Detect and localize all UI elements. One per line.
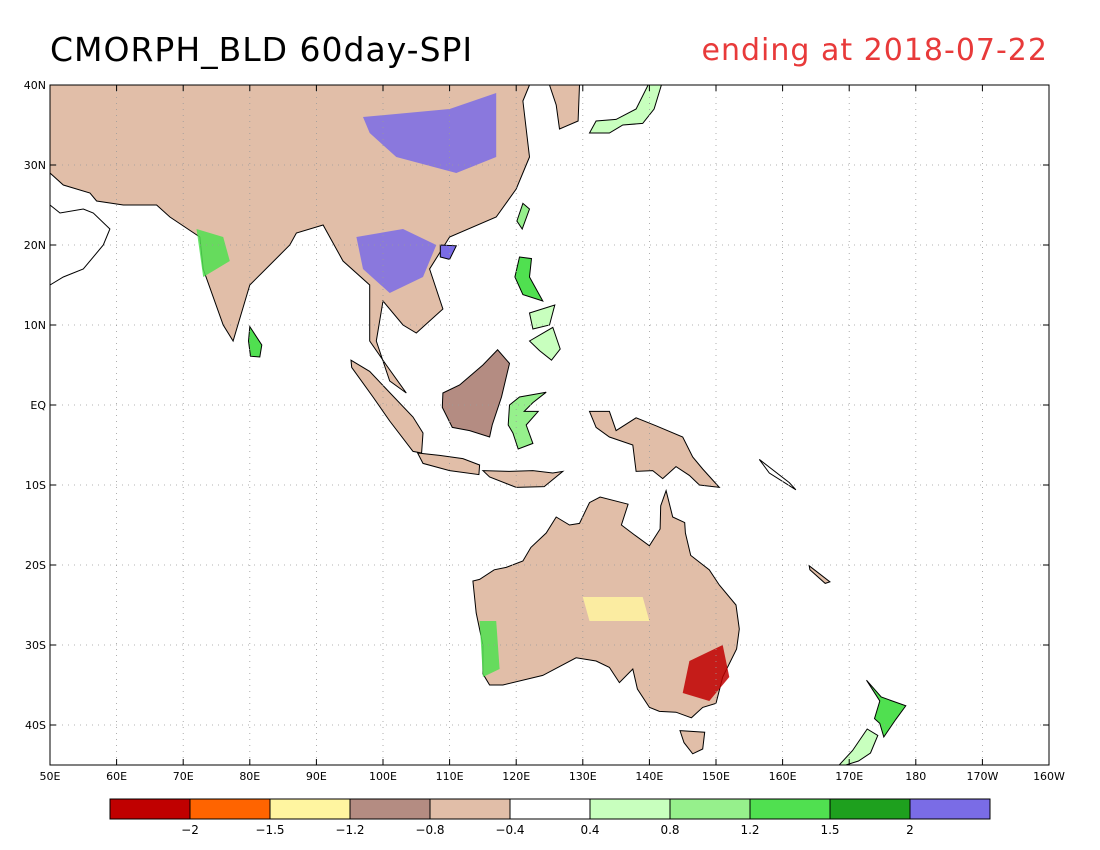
colorbar-swatch [189,798,271,820]
se-australia-dry-patch [682,645,730,701]
borneo-landmass [441,349,511,438]
colorbar-label: 2 [906,823,914,837]
lat-tick-label: 20S [25,559,46,572]
lon-tick-label: 100E [369,770,397,783]
colorbar-swatch [749,798,831,820]
lon-tick-label: 80E [239,770,260,783]
lon-tick-label: 90E [306,770,327,783]
sulawesi-landmass [507,391,547,450]
central-australia-yellow-patch [582,597,650,621]
colorbar-swatch [269,798,351,820]
lesser-sunda-landmass [481,470,565,488]
india-green-patch [196,229,230,277]
lat-tick-label: 10S [25,479,46,492]
lat-tick-label: 30S [25,639,46,652]
japan-landmass [588,84,663,134]
colorbar-label: 1.5 [820,823,839,837]
solomon-islands-landmass [758,459,797,491]
lon-tick-label: 130E [569,770,597,783]
mindanao-landmass [528,326,561,361]
colorbar: −2 −1.5 −1.2 −0.8 −0.4 0.4 0.8 1.2 1.5 2 [109,798,991,837]
lon-tick-label: 170W [966,770,998,783]
new-caledonia-landmass [808,564,831,584]
lon-tick-label: 150E [702,770,730,783]
lat-tick-label: 40N [24,79,46,92]
china-wet-patch [363,93,497,173]
colorbar-swatch [429,798,511,820]
lon-tick-label: 50E [40,770,61,783]
land-masses [49,84,907,766]
lon-tick-label: 140E [635,770,663,783]
nz-south-landmass [838,728,879,766]
visayas-landmass [528,304,556,330]
map-frame [49,84,1050,766]
colorbar-label: −0.8 [415,823,444,837]
colorbar-label: −2 [181,823,199,837]
lon-tick-label: 180 [905,770,926,783]
colorbar-swatch [909,798,991,820]
tasmania-landmass [679,730,706,755]
colorbar-swatch [669,798,751,820]
latitude-ticks: 40N 30N 20N 10N EQ 10S 20S 30S 40S [24,79,1049,732]
lon-tick-label: 160E [769,770,797,783]
asia-mainland-landmass [49,84,531,394]
arabia-landmass [49,203,111,286]
colorbar-swatch [109,798,191,820]
colorbar-label: 1.2 [740,823,759,837]
lat-tick-label: 20N [24,239,46,252]
taiwan-landmass [516,202,531,231]
sw-australia-green-patch [479,621,500,677]
colorbar-swatch [829,798,911,820]
colorbar-swatch [589,798,671,820]
new-guinea-landmass [588,410,721,489]
lon-tick-label: 170E [835,770,863,783]
hainan-landmass [439,244,458,260]
colorbar-label: 0.8 [660,823,679,837]
longitude-ticks: 50E 60E 70E 80E 90E 100E 110E 120E 130E 140E 150E 1… [40,85,1065,783]
lon-tick-label: 60E [106,770,127,783]
lat-tick-label: EQ [30,399,46,412]
lon-tick-label: 70E [173,770,194,783]
colorbar-swatch [509,798,591,820]
colorbar-swatch [349,798,431,820]
colorbar-label: 0.4 [580,823,599,837]
lat-tick-label: 30N [24,159,46,172]
map-title: CMORPH_BLD 60day-SPI [50,30,474,69]
lon-tick-label: 110E [436,770,464,783]
lat-tick-label: 10N [24,319,46,332]
colorbar-label: −1.5 [255,823,284,837]
colorbar-label: −1.2 [335,823,364,837]
luzon-landmass [514,256,544,302]
java-landmass [416,452,481,476]
nz-north-landmass [866,679,907,739]
lon-tick-label: 160W [1033,770,1065,783]
sri-lanka-landmass [247,325,263,358]
lat-tick-label: 40S [25,719,46,732]
map-subtitle: ending at 2018-07-22 [701,33,1048,68]
korea-landmass [548,84,581,130]
lon-tick-label: 120E [502,770,530,783]
colorbar-label: −0.4 [495,823,524,837]
